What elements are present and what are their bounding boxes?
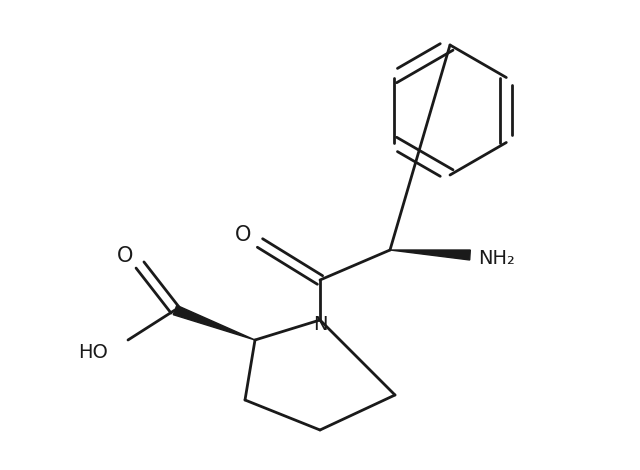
Text: O: O	[117, 246, 133, 266]
Polygon shape	[173, 306, 255, 340]
Text: HO: HO	[78, 343, 108, 361]
Text: NH₂: NH₂	[478, 249, 515, 267]
Text: O: O	[235, 225, 251, 245]
Polygon shape	[390, 250, 470, 260]
Text: N: N	[313, 314, 327, 334]
